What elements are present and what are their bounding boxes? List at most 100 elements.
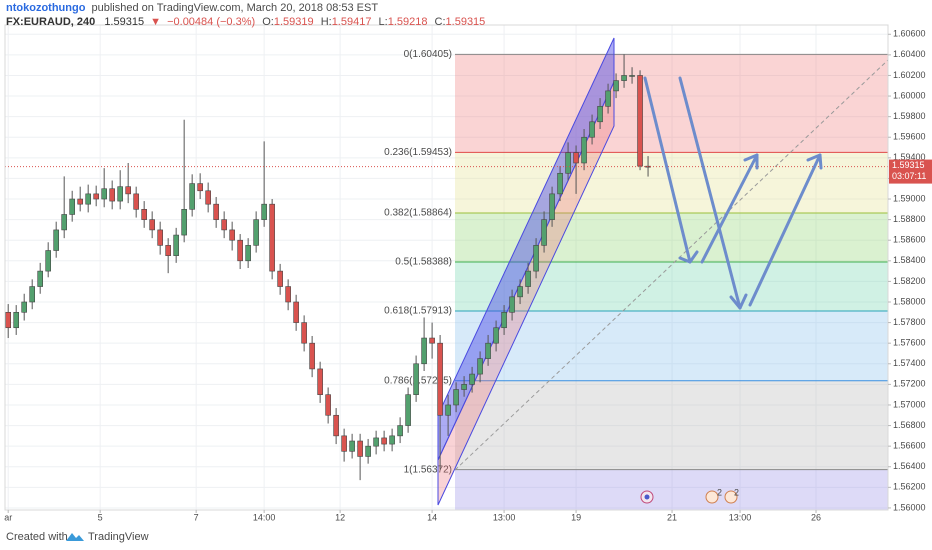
- open-label: O:: [262, 16, 274, 28]
- arrow: [748, 153, 822, 307]
- candle-body: [581, 136, 587, 164]
- y-tick-label: 1.58800: [893, 214, 926, 224]
- x-tick-label: 5: [98, 512, 103, 522]
- change: −0.00484 (−0.3%): [167, 16, 255, 28]
- open-value: 1.59319: [274, 16, 314, 28]
- candle-body: [101, 188, 107, 200]
- candle-body: [181, 209, 187, 236]
- x-tick-label: 13:00: [493, 512, 516, 522]
- candle-body: [149, 219, 155, 231]
- symbol: FX:EURAUD, 240: [6, 16, 95, 28]
- candle-body: [93, 193, 99, 200]
- x-tick-label: 19: [571, 512, 581, 522]
- fib-band: [455, 310, 888, 381]
- candle-body: [637, 75, 643, 167]
- arrow-head: [729, 293, 748, 310]
- candle-body: [437, 342, 443, 416]
- high-value: 1.59417: [332, 16, 372, 28]
- candle-body: [61, 214, 67, 231]
- channel-lower: [437, 81, 615, 506]
- fib-band: [455, 213, 888, 263]
- footer-brand[interactable]: TradingView: [88, 531, 149, 543]
- fib-label: 0.236(1.59453): [384, 147, 452, 158]
- x-tick-label: 26: [811, 512, 821, 522]
- candle-body: [333, 414, 339, 437]
- arrow: [678, 76, 742, 310]
- candle-body: [445, 404, 451, 416]
- candle-body: [421, 337, 427, 365]
- candle-body: [221, 219, 227, 231]
- candle-body: [389, 435, 395, 445]
- candle-body: [109, 188, 115, 202]
- header-line-2: FX:EURAUD, 240 1.59315 ▼ −0.00484 (−0.3%…: [6, 16, 485, 28]
- candle-body: [325, 394, 331, 416]
- last-price-box: [889, 159, 932, 184]
- candle-body: [253, 219, 259, 246]
- y-tick-label: 1.56800: [893, 420, 926, 430]
- candle-body: [5, 311, 11, 329]
- y-tick-label: 1.59400: [893, 152, 926, 162]
- price-axis-bg: [888, 25, 932, 520]
- fib-label: 0(1.60405): [404, 49, 452, 60]
- published: published on TradingView.com, March 20, …: [91, 2, 378, 14]
- candle-body: [573, 152, 579, 164]
- candle-body: [485, 342, 491, 359]
- candle-body: [125, 186, 131, 195]
- event-icons: 2 2: [640, 487, 739, 504]
- y-tick-label: 1.56000: [893, 502, 926, 512]
- candle-body: [301, 322, 307, 344]
- fib-label: 1(1.56372): [404, 464, 452, 475]
- plot-frame: [4, 24, 889, 511]
- candle-body: [453, 389, 459, 406]
- y-tick-label: 1.57800: [893, 317, 926, 327]
- y-tick-label: 1.60200: [893, 70, 926, 80]
- close-label: C:: [435, 16, 446, 28]
- arrow: [643, 76, 692, 264]
- candle-body: [589, 121, 595, 138]
- event-count: 2: [734, 487, 739, 497]
- candle-body: [349, 440, 355, 452]
- x-tick-label: ar: [4, 512, 12, 522]
- low-value: 1.59218: [388, 16, 428, 28]
- y-tick-label: 1.57600: [893, 338, 926, 348]
- candle-body: [365, 445, 371, 457]
- x-tick-label: 12: [335, 512, 345, 522]
- y-tick-label: 1.59600: [893, 132, 926, 142]
- y-tick-label: 1.60600: [893, 29, 926, 39]
- y-tick-label: 1.56200: [893, 482, 926, 492]
- y-tick-label: 1.60000: [893, 90, 926, 100]
- candle-body: [381, 437, 387, 445]
- y-tick-label: 1.56400: [893, 461, 926, 471]
- y-tick-label: 1.58000: [893, 296, 926, 306]
- candle-body: [53, 229, 59, 251]
- candle-body: [429, 337, 435, 344]
- candle-body: [285, 286, 291, 303]
- candle-body: [157, 229, 163, 246]
- candle-body: [397, 425, 403, 437]
- last-price: 1.59315: [104, 16, 144, 28]
- candle-body: [173, 234, 179, 256]
- candle-body: [613, 80, 619, 92]
- arrow-head: [806, 153, 823, 170]
- fib-band: [455, 469, 888, 510]
- candle-body: [309, 342, 315, 370]
- y-tick-label: 1.57200: [893, 379, 926, 389]
- change-arrow: ▼: [150, 16, 161, 28]
- fib-layer: 0(1.60405) 0.236(1.59453) 0.382(1.58864) 0.…: [384, 49, 888, 510]
- candle-body: [189, 183, 195, 210]
- countdown-label: 03:07:11: [892, 171, 926, 181]
- candle-body: [557, 172, 563, 195]
- x-tick-label: 13:00: [729, 512, 752, 522]
- candle-body: [405, 394, 411, 426]
- candle-body: [117, 186, 123, 202]
- candle-body: [69, 198, 75, 215]
- candle-body: [229, 229, 235, 241]
- candle-body: [85, 193, 91, 205]
- fib-band: [455, 380, 888, 470]
- candle-body: [261, 203, 267, 220]
- y-tick-label: 1.60400: [893, 49, 926, 59]
- candle-body: [277, 270, 283, 287]
- candle-body: [549, 193, 555, 220]
- fib-label: 0.382(1.58864): [384, 208, 452, 219]
- drawings: [437, 37, 889, 506]
